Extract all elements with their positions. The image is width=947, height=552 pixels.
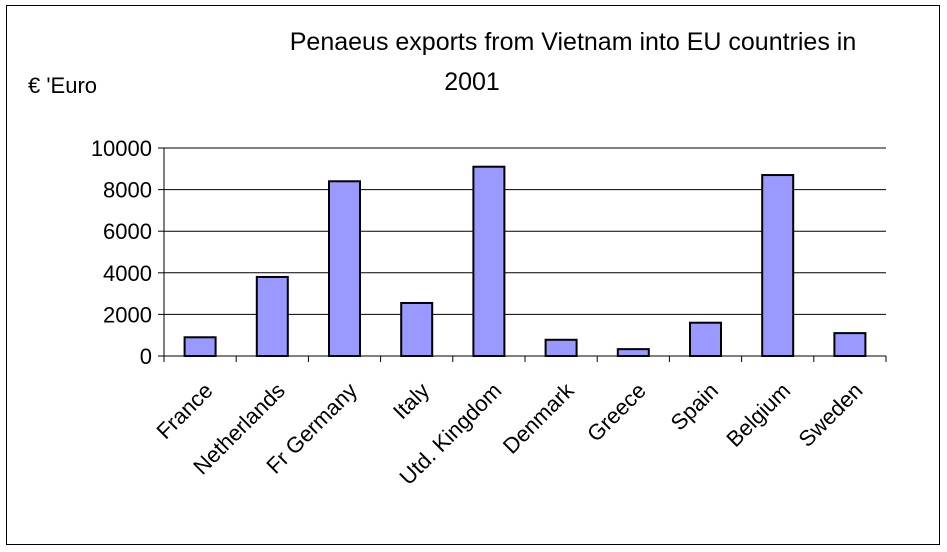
x-tick-label: Greece (582, 378, 651, 447)
bar (616, 348, 650, 357)
y-tick-label: 0 (140, 344, 152, 369)
x-tick-label: France (152, 378, 218, 444)
y-tick-label: 6000 (103, 219, 152, 244)
bar (761, 174, 795, 357)
bars (183, 165, 867, 357)
bar (833, 332, 867, 357)
y-tick-label: 4000 (103, 261, 152, 286)
chart-title-line-2: 2001 (444, 68, 500, 96)
bar (689, 321, 722, 357)
x-tick-label: Denmark (498, 377, 579, 458)
x-tick-label: Belgium (721, 378, 795, 452)
y-tick-label: 2000 (103, 302, 152, 327)
x-tick-label: Italy (388, 378, 434, 424)
y-tick-label: 8000 (103, 178, 152, 203)
bar (544, 338, 578, 357)
bar (472, 165, 506, 357)
bar (328, 180, 361, 357)
y-tick-label: 10000 (91, 136, 152, 161)
bar (183, 336, 217, 357)
y-axis-label: € 'Euro (28, 73, 97, 98)
x-tick-label: Spain (666, 378, 723, 435)
bar (255, 275, 289, 357)
chart-title-line-1: Penaeus exports from Vietnam into EU cou… (290, 28, 857, 56)
bar (400, 301, 434, 357)
axes (158, 147, 887, 362)
x-tick-label: Sweden (794, 378, 868, 452)
